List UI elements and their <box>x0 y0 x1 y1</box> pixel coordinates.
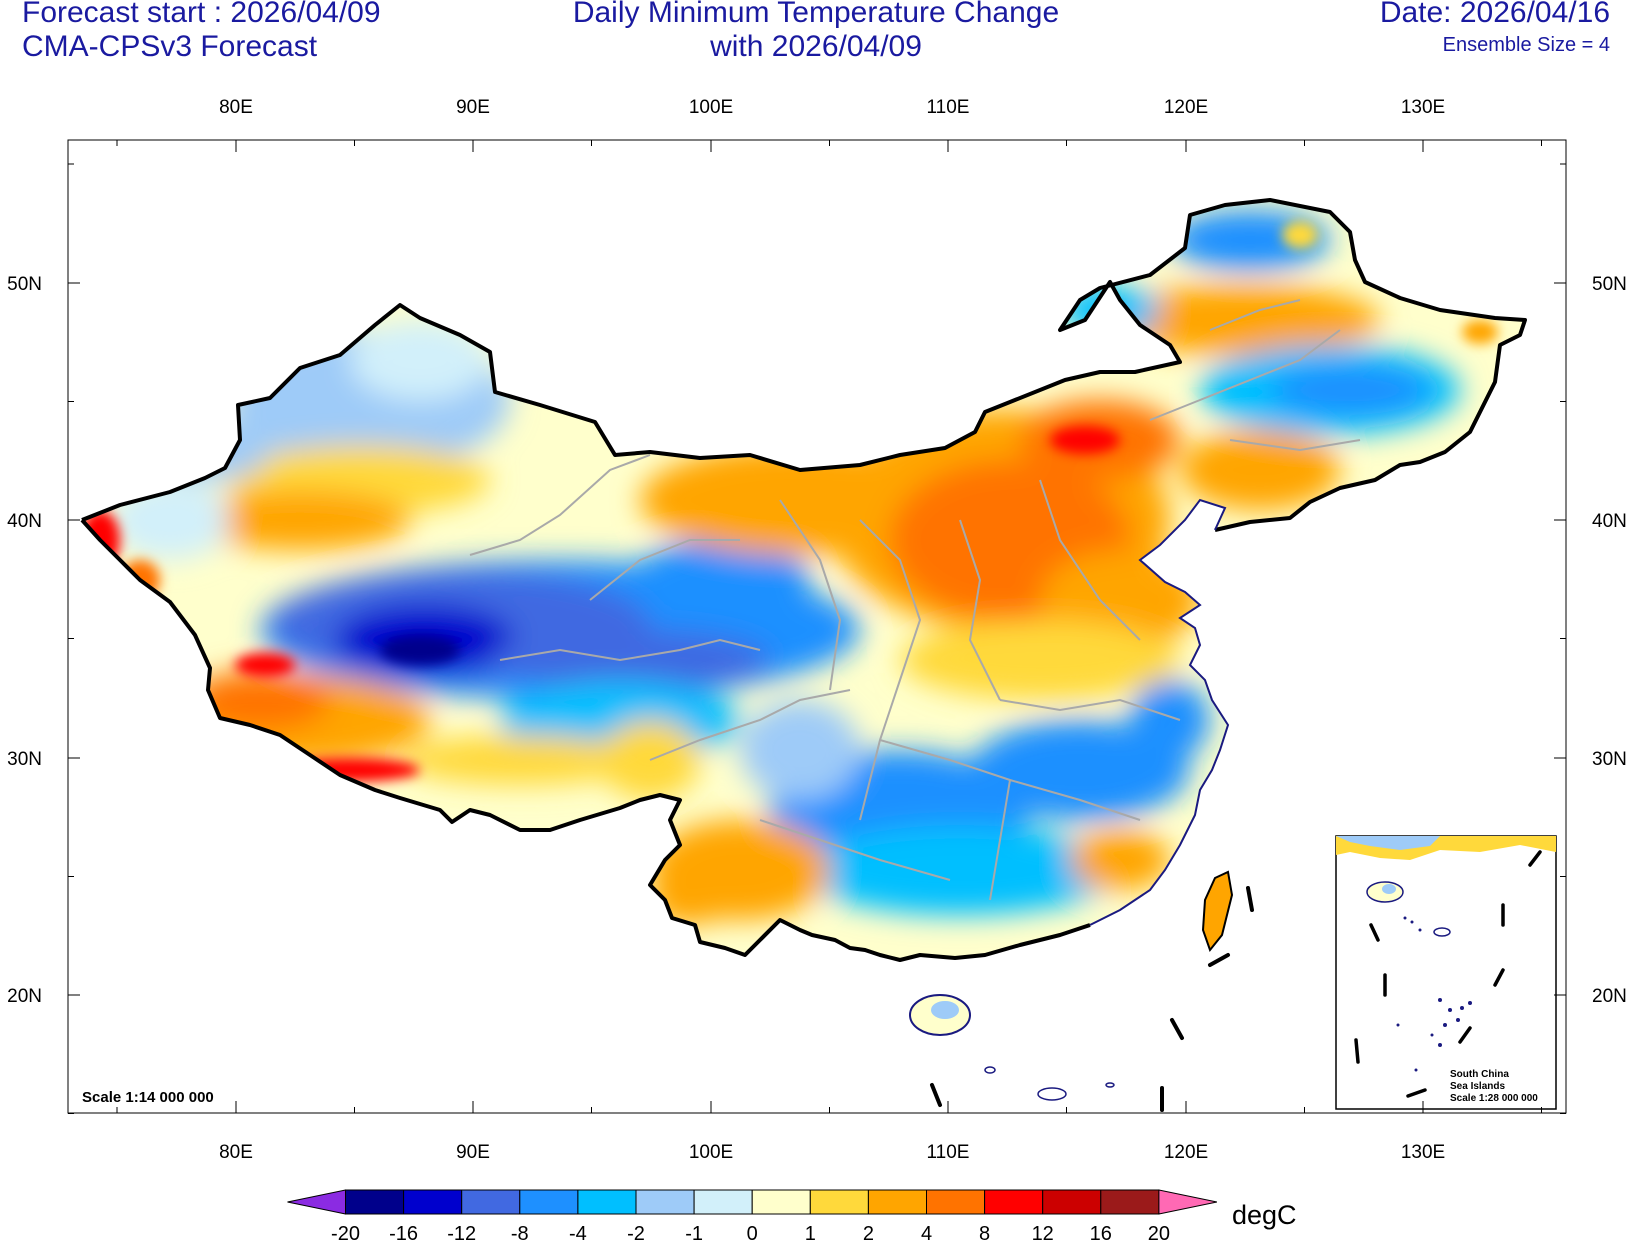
colorbar-tick-label: -8 <box>511 1223 529 1241</box>
colorbar-swatch <box>926 1189 986 1215</box>
lat-label-right: 30N <box>1592 749 1627 770</box>
colorbar-swatch <box>693 1189 753 1215</box>
colorbar-swatch <box>1100 1189 1160 1215</box>
colorbar-swatch <box>1042 1189 1102 1215</box>
colorbar-tick-label: 2 <box>863 1223 874 1241</box>
colorbar: -20 -16 -12 -8 -4 -2 -1 0 1 2 4 8 12 16 20 <box>287 1189 1218 1241</box>
colorbar-tick-label: 12 <box>1032 1223 1054 1241</box>
lon-label-top: 90E <box>456 97 490 118</box>
lat-label-left: 30N <box>7 749 42 770</box>
national-border-south <box>80 518 1091 962</box>
colorbar-min-arrow <box>287 1189 346 1215</box>
colorbar-unit-label: degC <box>1232 1200 1297 1230</box>
colorbar-swatch <box>809 1189 869 1215</box>
colorbar-swatch <box>984 1189 1044 1215</box>
ensemble-size-label: Ensemble Size = 4 <box>1442 34 1610 56</box>
colorbar-swatch <box>461 1189 521 1215</box>
colorbar-tick-label: -12 <box>447 1223 476 1241</box>
lat-label-left: 20N <box>7 986 42 1007</box>
colorbar-swatch <box>635 1189 695 1215</box>
colorbar-tick-label: -2 <box>627 1223 645 1241</box>
colorbar-tick-label: 0 <box>747 1223 758 1241</box>
lon-label-top: 110E <box>927 97 970 118</box>
colorbar-tick-label: 8 <box>979 1223 990 1241</box>
national-border-north <box>81 198 1527 532</box>
colorbar-tick-label: 20 <box>1148 1223 1170 1241</box>
colorbar-swatch <box>867 1189 928 1215</box>
forecast-start-label: Forecast start : 2026/04/09 <box>22 0 381 29</box>
lat-label-right: 50N <box>1592 274 1627 295</box>
lon-label-bottom: 130E <box>1401 1142 1445 1163</box>
valid-date-label: Date: 2026/04/16 <box>1379 0 1610 29</box>
lon-label-bottom: 100E <box>689 1142 733 1163</box>
lon-label-bottom: 110E <box>927 1142 970 1163</box>
lat-label-left: 40N <box>7 511 42 532</box>
taiwan-island <box>1201 870 1234 953</box>
map-scale-label: Scale 1:14 000 000 <box>82 1089 214 1106</box>
lat-label-right: 20N <box>1592 986 1627 1007</box>
map-title: Daily Minimum Temperature Change <box>572 0 1060 29</box>
colorbar-tick-label: 1 <box>805 1223 816 1241</box>
lon-label-top: 80E <box>219 97 253 118</box>
lon-label-top: 130E <box>1401 97 1445 118</box>
colorbar-swatch <box>519 1189 579 1215</box>
colorbar-swatch <box>751 1189 811 1215</box>
inset-title-line1: South China <box>1450 1069 1509 1080</box>
inset-title-line2: Sea Islands <box>1450 1081 1505 1092</box>
inset-scale-label: Scale 1:28 000 000 <box>1450 1093 1538 1104</box>
lon-label-bottom: 80E <box>219 1142 253 1163</box>
lon-label-bottom: 90E <box>456 1142 490 1163</box>
colorbar-tick-label: -4 <box>569 1223 587 1241</box>
colorbar-tick-label: 4 <box>921 1223 932 1241</box>
colorbar-swatch <box>577 1189 637 1215</box>
colorbar-max-arrow <box>1158 1189 1218 1215</box>
maritime-dashes <box>930 886 1254 1112</box>
colorbar-tick-label: -1 <box>685 1223 703 1241</box>
sea-islands <box>984 1066 1115 1101</box>
coastline <box>1089 498 1230 926</box>
south-china-sea-inset: South China Sea Islands Scale 1:28 000 0… <box>1335 835 1557 1110</box>
lat-label-right: 40N <box>1592 511 1627 532</box>
model-name-label: CMA-CPSv3 Forecast <box>22 30 318 63</box>
lon-label-top: 120E <box>1164 97 1208 118</box>
map-axes: 80E 80E 90E 90E 100E 100E 110E 110E 120E 120E 130E… <box>7 97 1627 1163</box>
map-subtitle: with 2026/04/09 <box>710 30 922 63</box>
colorbar-tick-label: -16 <box>389 1223 418 1241</box>
colorbar-tick-label: 16 <box>1090 1223 1112 1241</box>
colorbar-swatch <box>345 1189 405 1215</box>
lon-label-top: 100E <box>689 97 733 118</box>
lat-label-left: 50N <box>7 274 42 295</box>
colorbar-swatch <box>403 1189 463 1215</box>
colorbar-tick-label: -20 <box>331 1223 360 1241</box>
lon-label-bottom: 120E <box>1164 1142 1208 1163</box>
